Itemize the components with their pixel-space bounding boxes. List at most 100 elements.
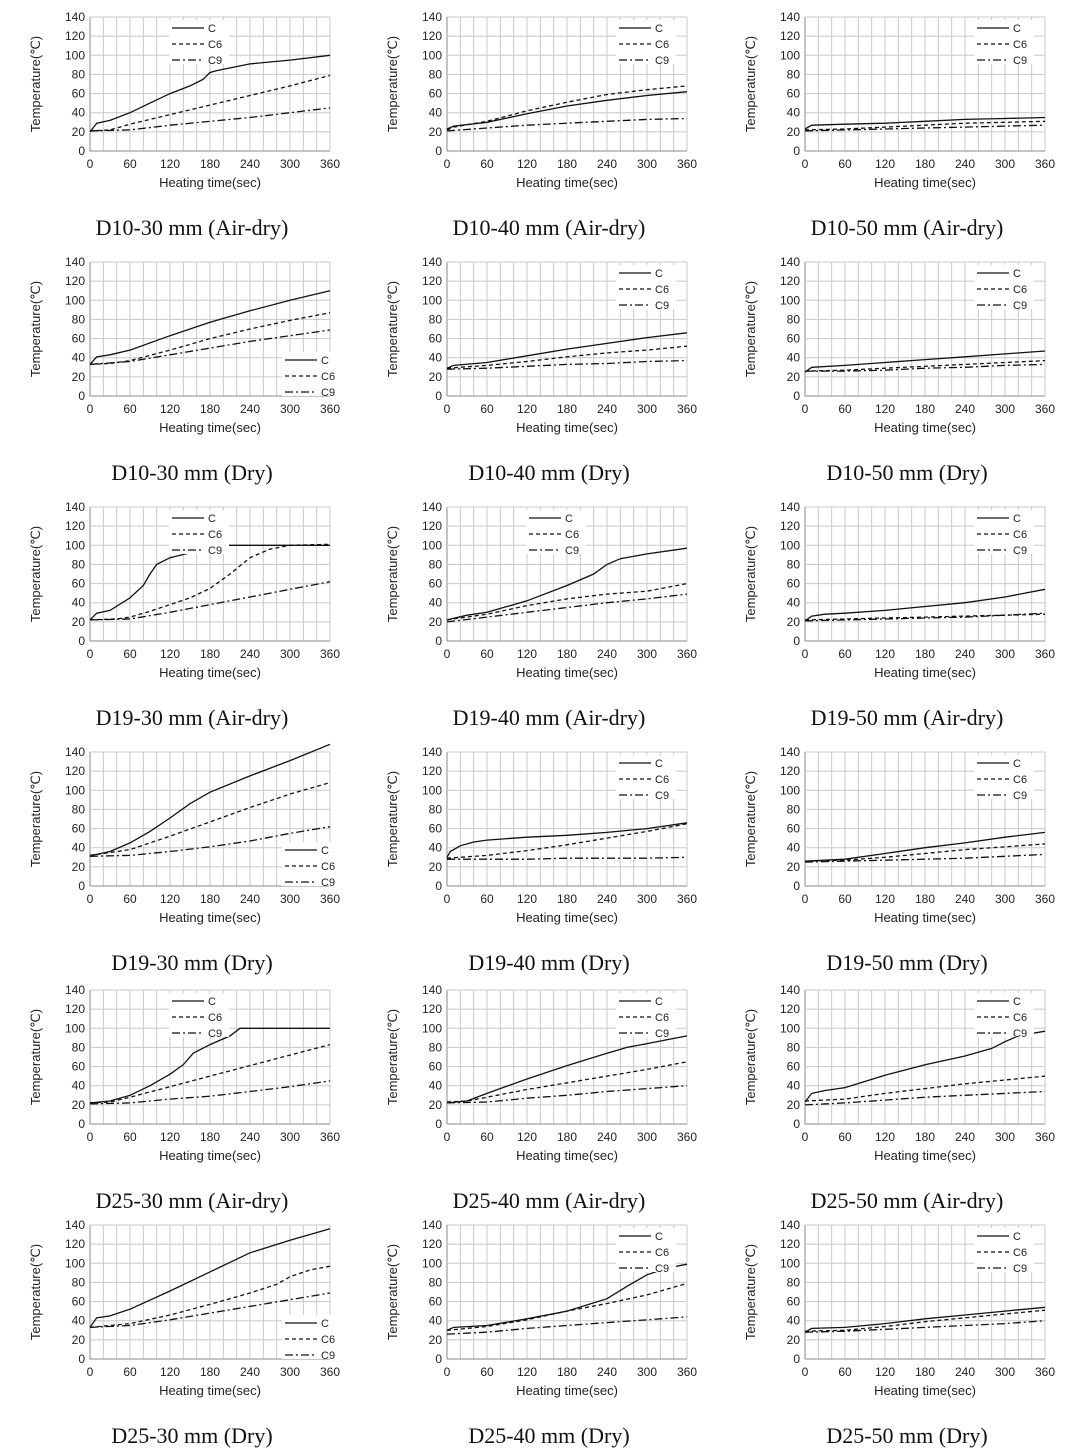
x-tick-label: 300 (637, 157, 657, 171)
legend-label: C (1013, 1231, 1021, 1243)
series-line-c (804, 1030, 1046, 1103)
y-tick-label: 140 (65, 500, 85, 514)
x-tick-label: 60 (123, 892, 137, 906)
x-tick-label: 120 (875, 1365, 895, 1379)
chart-caption: D19-50 mm (Air-dry) (811, 705, 1004, 730)
y-tick-label: 80 (787, 1040, 801, 1054)
chart-caption: D25-40 mm (Dry) (468, 1423, 629, 1448)
y-tick-label: 100 (65, 1256, 85, 1270)
y-tick-label: 20 (72, 860, 86, 874)
y-tick-label: 120 (422, 764, 442, 778)
y-tick-label: 80 (72, 67, 86, 81)
legend-label: C9 (208, 545, 222, 557)
x-tick-label: 60 (838, 892, 852, 906)
y-tick-label: 0 (435, 1117, 442, 1131)
legend-label: C9 (655, 790, 669, 802)
series-line-c (89, 290, 331, 365)
legend-background (974, 993, 1034, 1037)
chart-caption: D10-40 mm (Air-dry) (453, 215, 646, 240)
legend-label: C (1013, 23, 1021, 35)
y-tick-label: 140 (422, 745, 442, 759)
legend-background (616, 1228, 676, 1272)
y-tick-label: 120 (65, 274, 85, 288)
x-tick-label: 360 (677, 157, 697, 171)
x-tick-label: 240 (597, 402, 617, 416)
y-axis-label: Temperature(℃) (28, 36, 43, 132)
y-tick-label: 60 (787, 332, 801, 346)
x-tick-label: 60 (123, 1130, 137, 1144)
y-tick-label: 60 (72, 87, 86, 101)
x-tick-label: 0 (802, 1365, 809, 1379)
chart-caption: D10-30 mm (Dry) (111, 460, 272, 485)
x-tick-label: 120 (517, 1365, 537, 1379)
x-tick-label: 0 (444, 402, 451, 416)
x-tick-label: 120 (160, 1365, 180, 1379)
legend-label: C9 (321, 1350, 335, 1362)
y-tick-label: 120 (780, 1002, 800, 1016)
legend-label: C (655, 268, 663, 280)
series-line-c6 (89, 1265, 331, 1329)
y-tick-label: 60 (429, 332, 443, 346)
series-line-c (89, 54, 331, 133)
y-tick-label: 140 (65, 10, 85, 24)
y-tick-label: 140 (65, 1218, 85, 1232)
x-tick-label: 60 (480, 1365, 494, 1379)
x-axis-label: Heating time(sec) (516, 665, 618, 680)
series-line-c (804, 350, 1046, 373)
x-axis-label: Heating time(sec) (516, 1148, 618, 1163)
y-tick-label: 20 (429, 125, 443, 139)
x-tick-label: 300 (280, 892, 300, 906)
chart-caption: D10-50 mm (Air-dry) (811, 215, 1004, 240)
legend-label: C9 (321, 877, 335, 889)
x-tick-label: 180 (200, 157, 220, 171)
y-tick-label: 20 (72, 370, 86, 384)
x-tick-label: 0 (444, 892, 451, 906)
x-tick-label: 360 (677, 892, 697, 906)
x-tick-label: 360 (1035, 892, 1055, 906)
y-tick-label: 0 (793, 879, 800, 893)
legend-label: C (321, 355, 329, 367)
x-tick-label: 300 (995, 1130, 1015, 1144)
y-tick-label: 80 (787, 802, 801, 816)
legend-label: C (655, 1231, 663, 1243)
y-tick-label: 100 (65, 48, 85, 62)
y-tick-label: 120 (780, 29, 800, 43)
y-tick-label: 100 (422, 293, 442, 307)
y-tick-label: 80 (72, 1275, 86, 1289)
x-tick-label: 300 (995, 402, 1015, 416)
x-tick-label: 300 (637, 1365, 657, 1379)
legend-label: C9 (655, 55, 669, 67)
y-axis-label: Temperature(℃) (385, 526, 400, 622)
x-tick-label: 300 (280, 1365, 300, 1379)
x-tick-label: 180 (915, 892, 935, 906)
x-tick-label: 360 (677, 1130, 697, 1144)
y-tick-label: 0 (793, 1352, 800, 1366)
chart-panel: 0 20 40 60 80 100 120 140 0 60 120 180 240 300 360 Heat… (385, 983, 697, 1213)
x-tick-label: 240 (955, 647, 975, 661)
legend-label: C9 (1013, 790, 1027, 802)
chart-caption: D25-40 mm (Air-dry) (453, 1188, 646, 1213)
y-tick-label: 100 (780, 783, 800, 797)
series-line-c9 (447, 856, 688, 860)
legend-label: C6 (655, 1247, 669, 1259)
series-line-c6 (446, 85, 688, 131)
x-tick-label: 60 (838, 402, 852, 416)
x-tick-label: 120 (160, 1130, 180, 1144)
y-tick-label: 100 (422, 48, 442, 62)
series-line-c6 (446, 1061, 688, 1103)
legend-background (169, 510, 229, 554)
y-tick-label: 140 (780, 745, 800, 759)
x-tick-label: 120 (517, 892, 537, 906)
chart-panel: 0 20 40 60 80 100 120 140 0 60 120 180 240 300 360 Heat… (385, 500, 697, 730)
x-tick-label: 180 (557, 1130, 577, 1144)
x-tick-label: 360 (677, 1365, 697, 1379)
chart-panel: 0 20 40 60 80 100 120 140 0 60 120 180 240 300 360 Heat… (385, 255, 697, 485)
x-tick-label: 360 (677, 402, 697, 416)
series-line-c6 (446, 345, 688, 369)
chart-panel: 0 20 40 60 80 100 120 140 0 60 120 180 240 300 360 Heat… (385, 745, 697, 975)
x-tick-label: 240 (240, 1130, 260, 1144)
y-axis-label: Temperature(℃) (385, 1009, 400, 1105)
y-tick-label: 120 (422, 1002, 442, 1016)
x-tick-label: 0 (87, 892, 94, 906)
y-tick-label: 40 (787, 841, 801, 855)
